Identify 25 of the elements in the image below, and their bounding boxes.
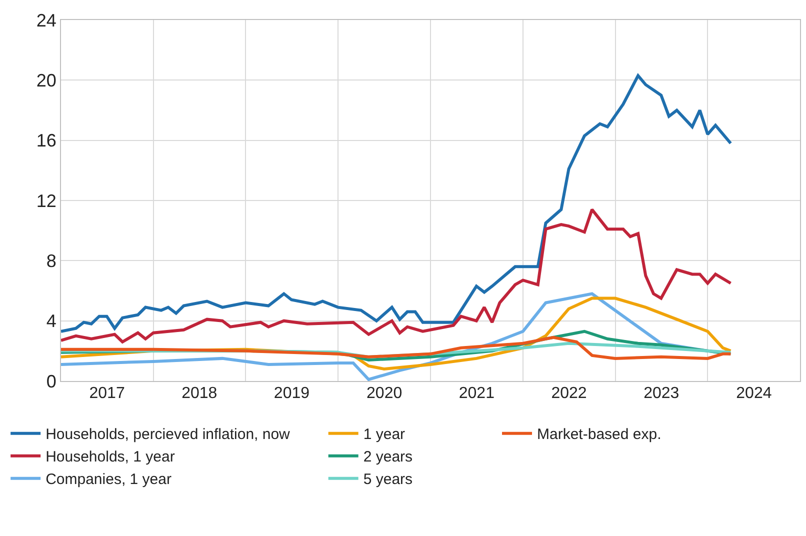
line-series — [61, 336, 732, 360]
legend-label: Companies, 1 year — [46, 471, 172, 488]
line-series — [61, 74, 732, 333]
legend-label: 1 year — [363, 426, 406, 444]
x-tick-label: 2022 — [551, 385, 587, 402]
x-tick-label: 2021 — [458, 385, 495, 402]
y-tick-label: 24 — [36, 10, 56, 30]
x-tick-label: 2017 — [89, 385, 125, 402]
x-tick-label: 2024 — [736, 385, 772, 402]
legend-label: Market-based exp. — [537, 426, 662, 444]
legend-label: 2 years — [363, 448, 413, 466]
y-tick-label: 4 — [46, 311, 56, 332]
y-tick-label: 16 — [36, 130, 56, 151]
x-tick-label: 2019 — [274, 385, 310, 402]
x-tick-label: 2023 — [644, 385, 680, 402]
legend-label: 5 years — [363, 471, 413, 488]
line-series — [61, 208, 732, 344]
x-tick-label: 2018 — [182, 385, 218, 402]
legend-label: Households, 1 year — [46, 448, 175, 466]
y-tick-label: 8 — [46, 250, 56, 271]
x-tick-label: 2020 — [366, 385, 402, 402]
y-tick-label: 20 — [36, 70, 56, 90]
y-tick-label: 12 — [36, 190, 56, 211]
legend-label: Households, percieved inflation, now — [46, 426, 290, 444]
y-tick-label: 0 — [46, 371, 56, 392]
